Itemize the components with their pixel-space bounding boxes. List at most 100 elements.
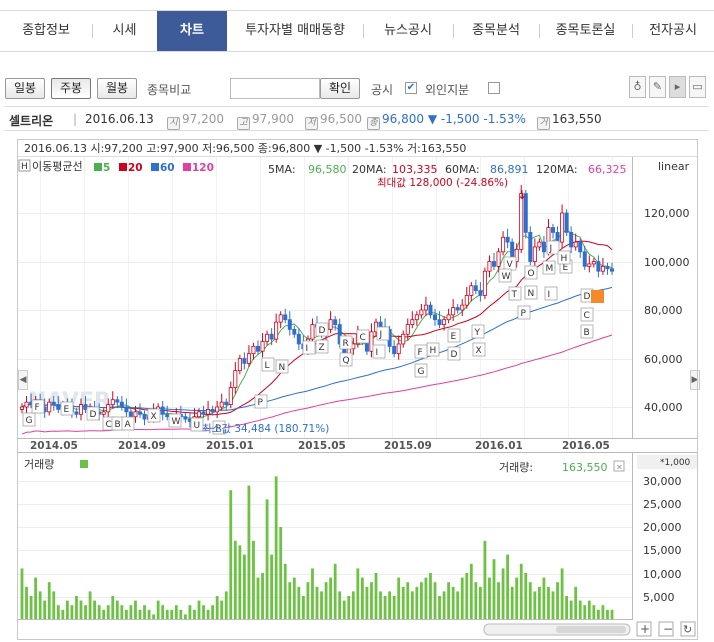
candle-body: [255, 345, 260, 352]
event-marker-I[interactable]: [302, 340, 316, 355]
price-y-tick: 100,000: [644, 256, 690, 269]
tab-0[interactable]: 종합정보: [22, 23, 70, 38]
event-marker-F[interactable]: [31, 399, 45, 414]
candle-body: [523, 193, 528, 233]
event-marker-L[interactable]: [261, 357, 275, 372]
event-marker-A[interactable]: [121, 416, 135, 431]
save-tool-icon[interactable]: ▭: [689, 76, 706, 98]
event-marker-T[interactable]: [508, 286, 522, 301]
event-marker-C[interactable]: [356, 329, 370, 344]
open-badge: 시: [167, 117, 180, 130]
volume-bar: [356, 568, 360, 619]
event-marker-R[interactable]: [339, 335, 353, 350]
volume-bar: [492, 559, 496, 619]
tab-2[interactable]: 차트: [157, 11, 227, 51]
event-marker-letter: I: [548, 290, 551, 300]
event-marker-O[interactable]: [524, 265, 538, 280]
event-marker-letter: F: [418, 348, 423, 358]
event-marker-J[interactable]: [546, 240, 560, 255]
legend-swatch: [151, 163, 159, 171]
tab-1[interactable]: 시세: [92, 11, 157, 51]
event-marker-C[interactable]: [580, 307, 594, 322]
volume-unit: *1,000: [660, 458, 691, 468]
high-badge: 고: [237, 117, 250, 130]
confirm-button[interactable]: 확인: [320, 78, 360, 99]
min-label: 최소값 34,484 (180.71%): [202, 423, 329, 435]
tab-3[interactable]: 투자자별 매매동향: [245, 23, 345, 38]
volume-bar: [247, 485, 251, 619]
event-marker-U[interactable]: [190, 417, 204, 432]
event-marker-G[interactable]: [414, 363, 428, 378]
event-marker-letter: U: [194, 421, 201, 431]
event-marker-W[interactable]: [168, 413, 182, 428]
volume-value-label: 거래량:: [499, 461, 533, 474]
event-marker-X[interactable]: [472, 342, 486, 357]
event-marker-J[interactable]: [376, 326, 390, 341]
volume-bar: [297, 586, 301, 619]
tab-4[interactable]: 뉴스공시: [363, 11, 453, 51]
weekly-button[interactable]: 주봉: [51, 78, 91, 99]
foreign-checkbox[interactable]: [488, 82, 500, 94]
scale-label[interactable]: linear: [658, 160, 690, 173]
event-marker-F[interactable]: [414, 344, 428, 359]
scrollbar[interactable]: + − ↻: [483, 621, 696, 637]
event-marker-H[interactable]: [557, 250, 571, 265]
event-marker-W[interactable]: [498, 268, 512, 283]
cursor-tool-icon[interactable]: ▸: [669, 76, 686, 98]
daily-button[interactable]: 일봉: [5, 78, 45, 99]
pencil-tool-icon[interactable]: ✎: [649, 76, 666, 98]
event-marker-I[interactable]: [372, 344, 386, 359]
candle-body: [532, 246, 537, 262]
volume-bar: [288, 582, 292, 619]
candle-body: [519, 193, 524, 250]
scroll-left-arrow[interactable]: ◀: [18, 370, 28, 390]
x-tick: 2015.01: [206, 440, 254, 452]
pointer-tool-icon[interactable]: ♁: [629, 76, 646, 98]
event-marker-P[interactable]: [254, 394, 268, 409]
event-marker-Q[interactable]: [339, 352, 353, 367]
monthly-button[interactable]: 월봉: [97, 78, 137, 99]
tab-7[interactable]: 전자공시: [632, 11, 714, 51]
scrollbar-thumb[interactable]: [556, 626, 626, 633]
volume-bar: [283, 563, 287, 619]
event-marker-D[interactable]: [86, 406, 100, 421]
zoom-out-icon[interactable]: [658, 621, 674, 637]
candle-body: [478, 290, 483, 296]
candle-body: [446, 314, 451, 321]
volume-bar: [429, 573, 432, 619]
event-marker-B[interactable]: [580, 324, 594, 339]
volume-bar: [592, 605, 596, 619]
event-marker-P[interactable]: [517, 305, 531, 320]
event-marker-E[interactable]: [447, 328, 461, 343]
volume-close-icon[interactable]: [613, 460, 625, 472]
reset-icon[interactable]: [680, 621, 696, 637]
scroll-right-arrow[interactable]: ▶: [690, 370, 700, 390]
event-marker-R[interactable]: [212, 420, 226, 435]
compare-input[interactable]: [230, 78, 320, 99]
event-marker-D[interactable]: [447, 346, 461, 361]
candle-body: [101, 411, 106, 415]
event-marker-X[interactable]: [147, 408, 161, 423]
volume-bar: [519, 563, 523, 619]
event-marker-I[interactable]: [544, 286, 558, 301]
event-marker-Z[interactable]: [315, 339, 329, 354]
volume-bar: [342, 600, 346, 619]
event-marker-letter: T: [511, 290, 518, 300]
zoom-in-icon[interactable]: [636, 621, 652, 637]
tab-6[interactable]: 종목토론실: [539, 11, 632, 51]
current-event-marker[interactable]: [591, 290, 604, 303]
candle-body: [24, 401, 29, 408]
candle-body: [19, 406, 24, 410]
event-marker-N[interactable]: [524, 285, 538, 300]
event-marker-G[interactable]: [22, 412, 36, 427]
candle-body: [283, 314, 288, 321]
tab-5[interactable]: 종목분석: [453, 11, 539, 51]
event-marker-D[interactable]: [315, 322, 329, 337]
event-marker-M[interactable]: [542, 260, 556, 275]
event-marker-letter: L: [265, 361, 270, 371]
event-marker-N[interactable]: [275, 359, 289, 374]
event-marker-Y[interactable]: [471, 324, 485, 339]
disclosure-checkbox[interactable]: ✔: [405, 82, 417, 94]
event-marker-E[interactable]: [60, 401, 74, 416]
